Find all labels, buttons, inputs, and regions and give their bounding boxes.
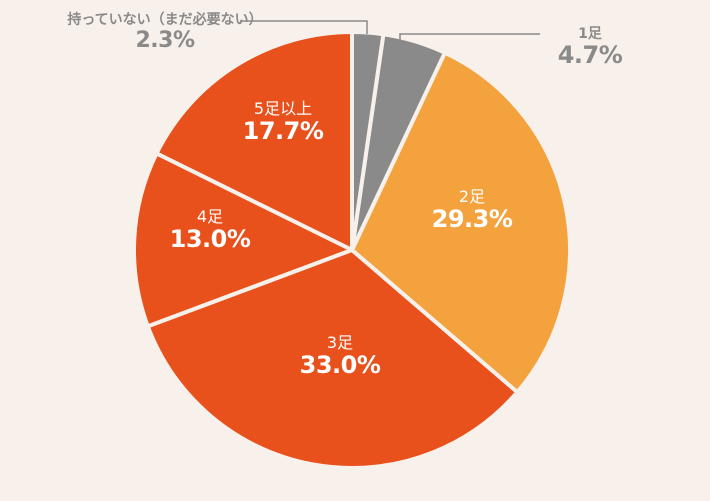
label-category: 3足 (326, 333, 354, 352)
label-category: 5足以上 (253, 99, 313, 118)
label-category: 1足 (578, 26, 602, 42)
label-category: 持っていない（まだ必要ない） (67, 12, 263, 28)
label-value: 33.0% (299, 351, 381, 380)
pie-slice-5 (154, 30, 354, 252)
label-value: 17.7% (242, 117, 324, 146)
slice-label-3: 3足 33.0% (299, 333, 381, 380)
leader-line-1 (399, 33, 540, 46)
leader-line-none (240, 20, 368, 34)
label-value: 29.3% (431, 205, 513, 234)
slice-label-5: 5足以上 17.7% (242, 99, 324, 146)
slice-label-4: 4足 13.0% (169, 207, 251, 254)
slice-label-2: 2足 29.3% (431, 187, 513, 234)
label-value: 4.7% (557, 41, 623, 70)
pie-slice-3 (145, 248, 520, 470)
label-category: 2足 (458, 187, 486, 206)
slice-label-1: 1足 4.7% (558, 26, 623, 70)
pie-slice-4 (132, 151, 354, 329)
label-category: 4足 (196, 207, 224, 226)
slice-label-none: 持っていない（まだ必要ない） 2.3% (67, 12, 262, 53)
label-value: 13.0% (169, 225, 251, 254)
label-value: 2.3% (135, 28, 195, 54)
